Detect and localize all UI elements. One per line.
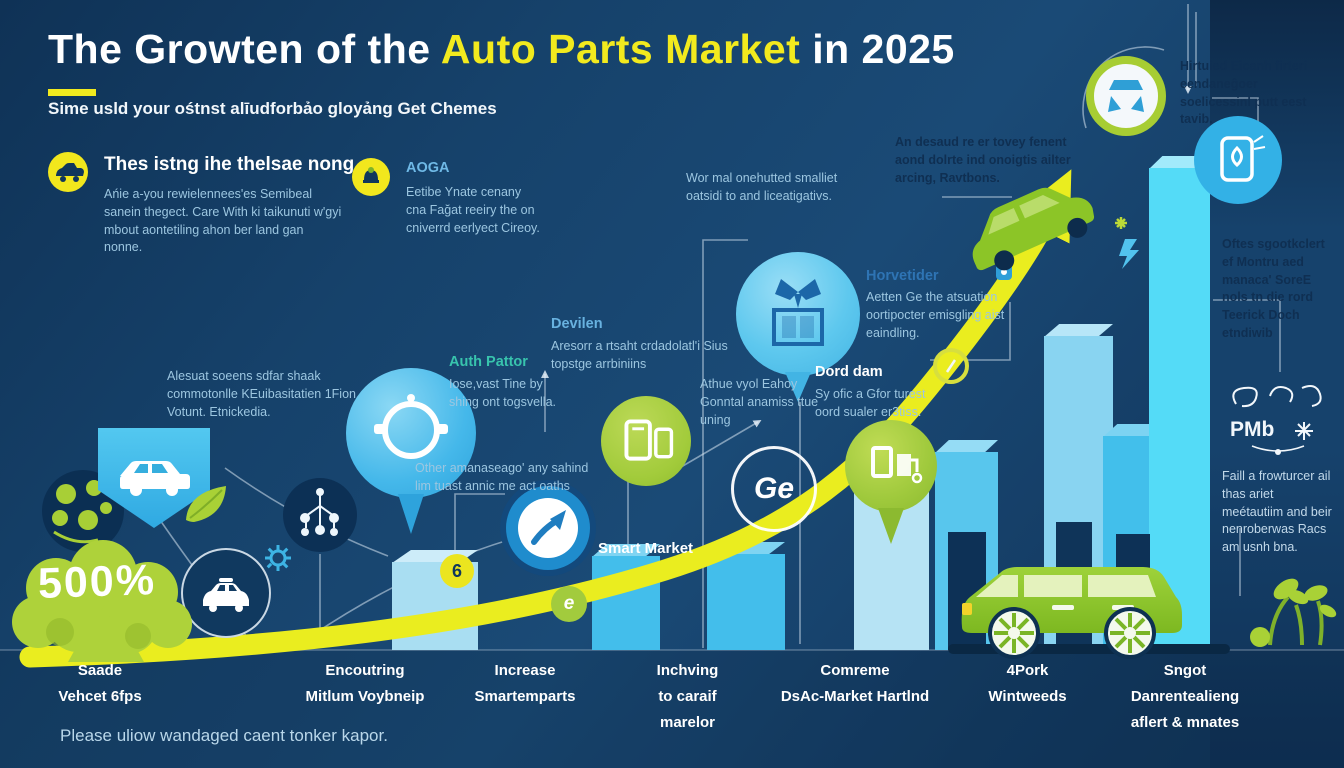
compass-arrow-icon: [500, 480, 596, 576]
bottom-strip: [0, 650, 1344, 768]
stat-500pct: 500%: [37, 555, 157, 609]
bottom-label: Inchving to caraif marelor: [615, 658, 760, 736]
feature2-heading: AOGA: [406, 160, 450, 176]
sprout-icon: [1250, 578, 1337, 647]
ring-balloon-tail: [398, 494, 424, 534]
bottom-label-line: aflert & mnates: [1130, 714, 1240, 731]
air-filter-icon: [1194, 116, 1282, 204]
note-left: Alesuat soeens sdfar shaak commotonlle K…: [167, 369, 356, 419]
lightning-icon: [1115, 217, 1139, 269]
note-right: Oftes sgootkclert ef Montru aed manaca' …: [1222, 237, 1325, 340]
smart-market-label: Smart Market: [598, 540, 694, 557]
fuel-pump-icon: [845, 420, 937, 512]
bottom-label: Encoutring Mitlum Voybneip: [280, 658, 450, 710]
bottom-label-line: Sngot: [1163, 662, 1207, 679]
dord-heading: Dord dam: [815, 364, 883, 380]
recycle-icon: [1086, 56, 1166, 136]
horvetider-heading: Horvetider: [866, 268, 939, 284]
badge-six-icon: 6: [440, 554, 474, 588]
note-recycle: Hirtuied Eicanh firteri eendaneĝoer soel…: [1180, 59, 1308, 127]
green-van-icon: [961, 567, 1182, 659]
devices-icon: [601, 396, 691, 486]
taxi-icon: [181, 548, 271, 638]
pmb-doodle: PMb: [1230, 385, 1322, 455]
bottom-label: Increase Smartemparts: [445, 658, 605, 710]
bottom-label-line: Saade: [77, 662, 123, 679]
badge-e-label: e: [563, 593, 575, 614]
coin-ring-icon: [933, 348, 969, 384]
dord-body: Sy ofic a Gfor turest oord sualer er3tis…: [815, 387, 926, 419]
ge-badge-label: Ge: [753, 472, 795, 505]
bottom-label: Comreme DsAc-Market Hartlnd: [750, 658, 960, 710]
pmb-label: PMb: [1230, 418, 1274, 441]
bottom-label: Sngot Danrentealieng aflert & mnates: [1095, 658, 1275, 736]
bottom-label-line: Smartemparts: [474, 688, 576, 705]
bottom-label-line: Inchving: [656, 662, 719, 679]
bottom-label: Saade Vehcet 6fps: [25, 658, 175, 710]
bottom-label-line: marelor: [659, 714, 716, 731]
ge-badge-icon: Ge: [731, 446, 817, 532]
fuel-bubble-tail: [878, 508, 904, 544]
feature1-body: Ańie a-you rewielennees'es Semibeal sane…: [104, 187, 342, 255]
auth-body: Iose,vast Tine by shing ont togsvella.: [449, 377, 557, 409]
horvetider-body: Aetten Ge the atsuation oortipocter emis…: [866, 290, 1005, 340]
feature1-heading: Thes istng ihe thelsae nong: [104, 154, 355, 175]
devilen-heading: Devilen: [551, 316, 603, 332]
package-bubble-tail: [785, 372, 811, 402]
bottom-label-line: DsAc-Market Hartlnd: [780, 688, 930, 705]
bottom-label-line: to caraif: [658, 688, 717, 705]
page-title: The Growten of the Auto Parts Market in …: [48, 26, 955, 73]
auth-heading: Auth Pattor: [449, 354, 528, 370]
note-top-right: An desaud re er tovey fenent aond dolrte…: [895, 135, 1071, 185]
car-icon: [48, 152, 88, 192]
bottom-label-line: Mitlum Voybneip: [305, 688, 425, 705]
bottom-label-line: Encoutring: [325, 662, 405, 679]
gear-icon: [265, 545, 291, 571]
title-prefix: The Growten of the: [48, 26, 441, 72]
bottom-label-line: Vehcet 6fps: [58, 688, 142, 705]
note-other: Other amanaseago' any sahind lim tuast a…: [415, 461, 589, 493]
badge-six-label: 6: [451, 560, 462, 581]
title-suffix: in 2025: [800, 26, 955, 72]
bottom-label-line: 4Pork: [1006, 662, 1049, 679]
feature2-body: Eetibe Ynate cenany cna Fağat reeiry the…: [406, 185, 540, 235]
network-icon: [283, 478, 357, 552]
title-highlight: Auto Parts Market: [440, 26, 801, 72]
leaf-icon: [186, 486, 226, 522]
ring-handle-icon: [346, 368, 476, 498]
bottom-label-line: Increase: [494, 662, 556, 679]
chip-dot: [1001, 269, 1007, 275]
note-top-mid: Wor mal onehutted smalliet oatsidi to an…: [686, 171, 838, 203]
ground-line: [0, 649, 1344, 651]
bottom-label-line: Comreme: [820, 662, 890, 679]
note-faill: Faill a frowturcer ail thas ariet meétau…: [1222, 469, 1332, 554]
helmet-icon: [352, 158, 390, 196]
subtitle: Sime usld your ośtnst alīudforbảo gloyản…: [48, 99, 497, 118]
bottom-label-line: Wintweeds: [988, 688, 1067, 705]
tree-icon: [12, 540, 192, 662]
devilen-body: Aresorr a rtsaht crdadolatl'i Sius topst…: [551, 339, 728, 371]
bottom-label-line: Danrentealieng: [1130, 688, 1240, 705]
badge-e-icon: e: [551, 586, 587, 622]
bottom-label: 4Pork Wintweeds: [945, 658, 1110, 710]
package-icon: [736, 252, 860, 376]
footer-note: Please uliow wandaged caent tonker kapor…: [60, 726, 388, 745]
note-athue: Athue vyol Eahoy Gonntal anamiss ttue un…: [700, 377, 819, 427]
title-underline: [48, 89, 96, 96]
